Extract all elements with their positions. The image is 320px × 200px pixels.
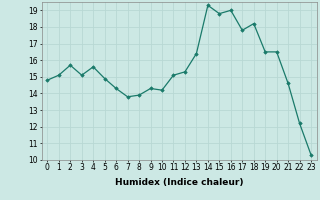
X-axis label: Humidex (Indice chaleur): Humidex (Indice chaleur) — [115, 178, 244, 187]
